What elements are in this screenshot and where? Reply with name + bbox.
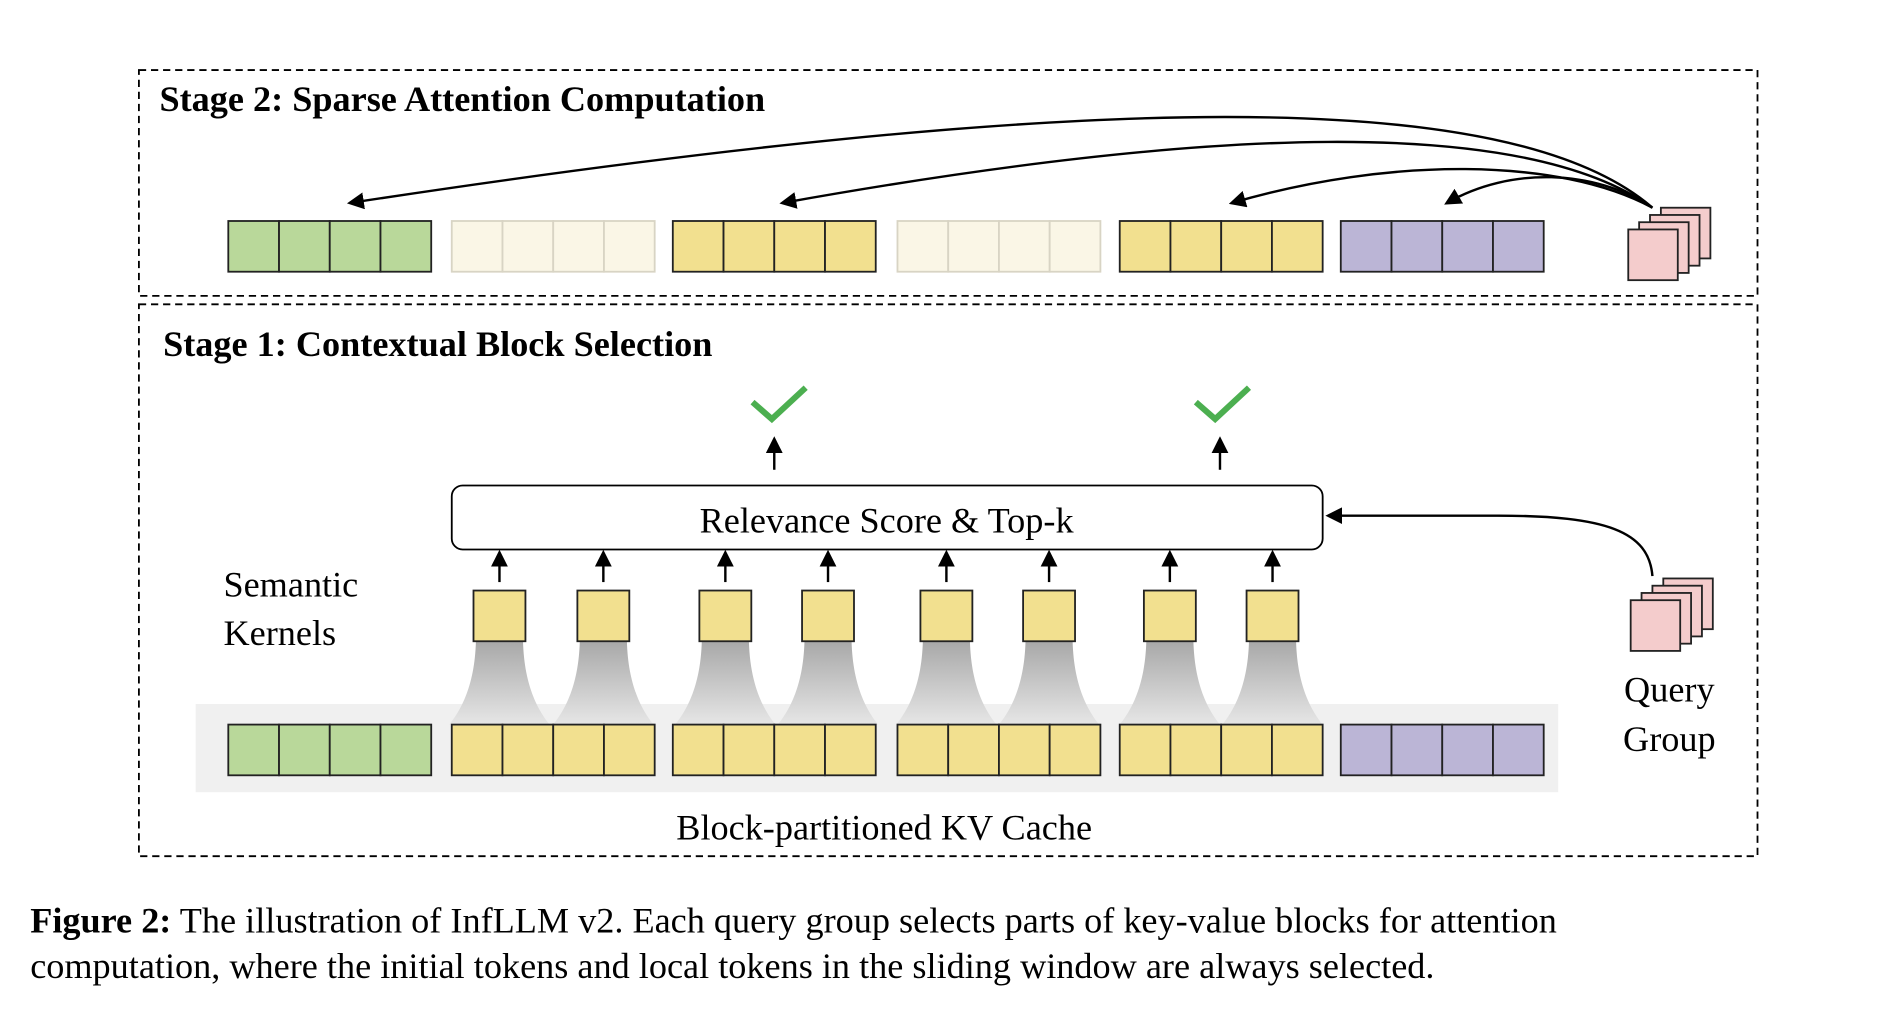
kv-block-unselected xyxy=(947,220,1000,273)
kv-block-local xyxy=(1339,220,1393,273)
kv-block-selected xyxy=(1118,220,1172,273)
kv-block-selected xyxy=(671,723,725,777)
kv-block-selected xyxy=(1220,220,1273,273)
query-group-label: Query xyxy=(1624,670,1715,710)
kv-block-selected xyxy=(552,723,605,777)
kv-block-initial xyxy=(328,220,382,273)
kv-block-local xyxy=(1441,723,1494,777)
arrow-to-initial-block xyxy=(346,115,1654,210)
caption-prefix: Figure 2: xyxy=(30,900,171,940)
kv-block-selected xyxy=(1048,723,1102,777)
kv-block-selected xyxy=(1220,723,1273,777)
kernel-funnel xyxy=(675,641,776,725)
caption-line1: The illustration of InfLLM v2. Each quer… xyxy=(171,900,1556,940)
kernel-funnel xyxy=(449,641,550,725)
query-group-stack-top xyxy=(1627,206,1712,282)
query-block xyxy=(1627,228,1679,282)
semantic-kernel-block xyxy=(919,589,974,643)
kv-block-initial xyxy=(328,723,382,777)
kv-block-selected xyxy=(824,723,877,777)
semantic-kernels-label: Kernels xyxy=(223,613,336,653)
query-block xyxy=(1629,599,1682,652)
stage1-box xyxy=(138,303,1759,858)
semantic-kernels-label: Semantic xyxy=(223,565,358,605)
attention-arrows xyxy=(346,115,1654,210)
kv-block-local xyxy=(1390,723,1444,777)
kv-block-unselected xyxy=(998,220,1051,273)
semantic-kernel-block xyxy=(1142,589,1197,643)
kv-block-initial xyxy=(278,723,331,777)
kernel-funnel xyxy=(553,641,654,725)
kv-block-unselected xyxy=(896,220,950,273)
query-group-label: Group xyxy=(1623,719,1716,759)
kv-block-unselected xyxy=(501,220,555,273)
kernel-funnel xyxy=(896,641,997,725)
stage2-title: Stage 2: Sparse Attention Computation xyxy=(159,79,765,119)
kv-block-local xyxy=(1339,723,1393,777)
kv-block-local xyxy=(1492,220,1545,273)
kv-block-initial xyxy=(227,220,280,273)
relevance-score-box xyxy=(450,484,1324,551)
kv-block-selected xyxy=(773,723,826,777)
kv-block-initial xyxy=(379,220,433,273)
semantic-kernel-block xyxy=(472,589,527,643)
semantic-kernel-block xyxy=(1022,589,1076,643)
kv-block-selected xyxy=(1271,220,1324,273)
kernel-funnel xyxy=(998,641,1100,725)
kv-block-unselected xyxy=(552,220,605,273)
stage2-kv-blocks xyxy=(227,220,1545,273)
check-icon xyxy=(1193,385,1252,424)
kernel-funnel xyxy=(777,641,879,725)
query-group-stack-bottom xyxy=(1629,577,1714,652)
stage2-box xyxy=(138,69,1759,297)
semantic-kernels xyxy=(472,549,1300,643)
kv-block-local xyxy=(1441,220,1494,273)
kv-block-unselected xyxy=(1048,220,1102,273)
kv-block-selected xyxy=(1271,723,1324,777)
kernel-funnels xyxy=(449,641,1323,725)
relevance-score-label: Relevance Score & Top-k xyxy=(700,501,1075,541)
caption-line2: computation, where the initial tokens an… xyxy=(30,946,1434,986)
kv-block-local xyxy=(1390,220,1444,273)
arrow-to-selected-block-2 xyxy=(1228,167,1653,209)
kv-block-selected xyxy=(671,220,725,273)
semantic-kernel-block xyxy=(801,589,855,643)
arrow-to-selected-block-1 xyxy=(779,140,1654,209)
stage1-title: Stage 1: Contextual Block Selection xyxy=(163,324,712,364)
stage1-kv-blocks xyxy=(227,723,1545,777)
kv-cache-label: Block-partitioned KV Cache xyxy=(676,807,1092,847)
kv-block-unselected xyxy=(450,220,504,273)
kv-block-selected xyxy=(722,723,776,777)
kernel-funnel xyxy=(1119,641,1220,725)
kv-block-initial xyxy=(278,220,331,273)
kv-block-selected xyxy=(501,723,555,777)
kv-block-local xyxy=(1492,723,1545,777)
kv-block-selected xyxy=(1169,723,1223,777)
semantic-kernel-block xyxy=(1245,589,1300,643)
check-icon xyxy=(750,385,808,424)
query-to-relevance-arrow xyxy=(1325,507,1654,577)
kv-block-selected xyxy=(896,723,950,777)
kv-block-selected xyxy=(1169,220,1223,273)
kv-block-selected xyxy=(1118,723,1172,777)
kv-block-selected xyxy=(947,723,1000,777)
kv-block-selected xyxy=(722,220,776,273)
kernel-funnel xyxy=(1222,641,1323,725)
kv-block-initial xyxy=(227,723,280,777)
kv-block-selected xyxy=(998,723,1051,777)
kv-block-initial xyxy=(379,723,433,777)
arrow-to-local-block xyxy=(1444,176,1654,209)
kv-block-unselected xyxy=(603,220,656,273)
figure-caption: Figure 2: The illustration of InfLLM v2.… xyxy=(30,900,1557,940)
semantic-kernel-block xyxy=(698,589,753,643)
kv-block-selected xyxy=(603,723,656,777)
kv-block-selected xyxy=(773,220,826,273)
kv-block-selected xyxy=(450,723,504,777)
kv-block-selected xyxy=(824,220,877,273)
semantic-kernel-block xyxy=(576,589,631,643)
